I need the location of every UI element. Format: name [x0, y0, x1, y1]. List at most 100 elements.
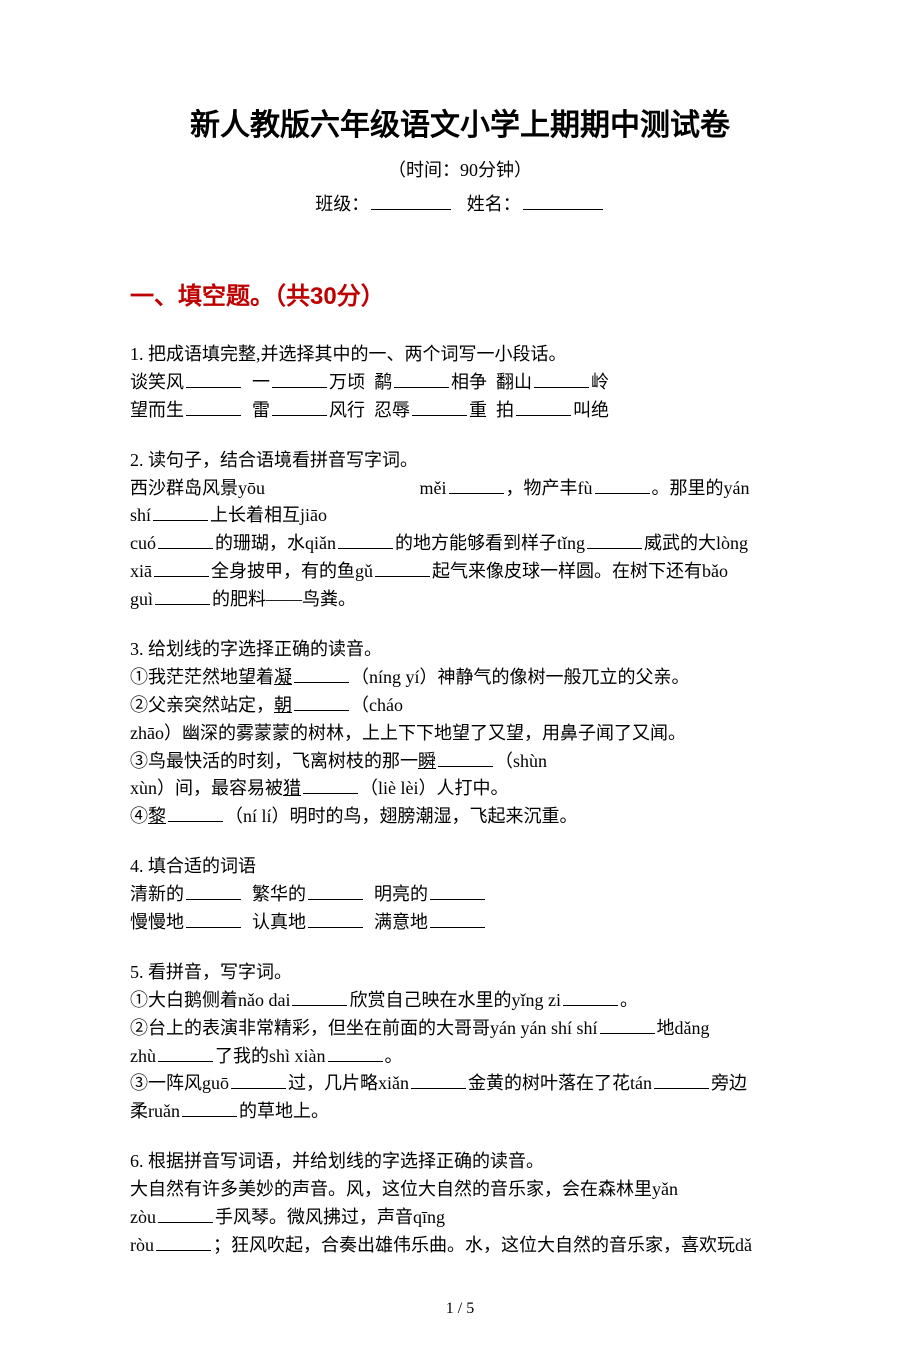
q5-l2e: 。 — [385, 1046, 403, 1066]
q2-blank[interactable] — [155, 586, 210, 605]
question-4: 4. 填合适的词语 清新的 繁华的 明亮的 慢慢地 认真地 满意地 — [130, 853, 790, 937]
q5-blank[interactable] — [231, 1070, 286, 1089]
q5-num: 5. — [130, 962, 144, 982]
q1-b1: 望而生 — [130, 400, 184, 420]
q1-blank[interactable] — [186, 369, 241, 388]
q2-blank[interactable] — [154, 558, 209, 577]
q5-l3b: 过，几片略xiǎn — [288, 1073, 409, 1093]
q3-l3d: （liè lèi）人打中。 — [360, 778, 508, 798]
q2-blank[interactable] — [587, 530, 642, 549]
q4-r2b: 认真地 — [252, 912, 306, 932]
q4-r1b: 繁华的 — [252, 884, 306, 904]
q3-l2b: （cháo — [351, 695, 403, 715]
q1-blank[interactable] — [534, 369, 589, 388]
q3-blank[interactable] — [294, 692, 349, 711]
q1-blank[interactable] — [516, 397, 571, 416]
page-number: 1 / 5 — [130, 1300, 790, 1318]
q4-blank[interactable] — [308, 881, 363, 900]
q4-r2c: 满意地 — [374, 912, 428, 932]
q1-blank[interactable] — [412, 397, 467, 416]
q3-blank[interactable] — [168, 803, 223, 822]
q6-blank[interactable] — [158, 1204, 213, 1223]
q2-t3a: shí — [130, 505, 151, 525]
q5-l3d: 旁边 — [711, 1073, 747, 1093]
question-2: 2. 读句子，结合语境看拼音写字词。 西沙群岛风景yōu měi，物产丰fù。那… — [130, 447, 790, 614]
question-5: 5. 看拼音，写字词。 ①大白鹅侧着nǎo dai欣赏自己映在水里的yǐng z… — [130, 959, 790, 1126]
q1-blank[interactable] — [186, 397, 241, 416]
q3-l1b: （níng yí）神静气的像树一般兀立的父亲。 — [351, 667, 690, 687]
q5-l1c: 。 — [620, 990, 638, 1010]
q4-blank[interactable] — [186, 909, 241, 928]
q3-l3b: （shùn — [495, 751, 547, 771]
q3-blank[interactable] — [294, 664, 349, 683]
q1-blank[interactable] — [272, 369, 327, 388]
q5-blank[interactable] — [563, 987, 618, 1006]
q5-lead: 看拼音，写字词。 — [148, 962, 292, 982]
q6-l2b: 手风琴。微风拂过，声音qīng — [215, 1207, 445, 1227]
question-1: 1. 把成语填完整,并选择其中的一、两个词写一小段话。 谈笑风 一万顷 鹬相争 … — [130, 341, 790, 425]
q6-lead: 根据拼音写词语，并给划线的字选择正确的读音。 — [148, 1151, 544, 1171]
q4-r1c: 明亮的 — [374, 884, 428, 904]
q5-blank[interactable] — [292, 987, 347, 1006]
q5-l2d: 了我的shì xiàn — [215, 1046, 326, 1066]
q2-t6a: guì — [130, 589, 153, 609]
q3-l1a: ①我茫茫然地望着 — [130, 667, 274, 687]
q5-blank[interactable] — [654, 1070, 709, 1089]
q3-num: 3. — [130, 639, 144, 659]
q4-r2a: 慢慢地 — [130, 912, 184, 932]
q1-num: 1. — [130, 344, 144, 364]
q6-l3a: ròu — [130, 1235, 154, 1255]
q6-blank[interactable] — [156, 1232, 211, 1251]
q6-l1: 大自然有许多美妙的声音。风，这位大自然的音乐家，会在森林里yǎn — [130, 1179, 678, 1199]
q3-blank[interactable] — [303, 775, 358, 794]
q2-t4a: cuó — [130, 533, 156, 553]
q2-blank[interactable] — [375, 558, 430, 577]
q5-blank[interactable] — [600, 1015, 655, 1034]
q5-l3f: 的草地上。 — [239, 1101, 329, 1121]
q5-l3e: 柔ruǎn — [130, 1101, 180, 1121]
q5-blank[interactable] — [158, 1043, 213, 1062]
q1-a2: 一 — [252, 372, 270, 392]
q5-l2c: zhù — [130, 1046, 156, 1066]
q2-t3b: 上长着相互jiāo — [210, 505, 327, 525]
q4-blank[interactable] — [308, 909, 363, 928]
q1-b4: 忍辱 — [374, 400, 410, 420]
q5-blank[interactable] — [328, 1043, 383, 1062]
q3-l3c: xùn）间，最容易被 — [130, 778, 283, 798]
name-label: 姓名： — [467, 194, 521, 214]
q6-num: 6. — [130, 1151, 144, 1171]
q1-a1: 谈笑风 — [130, 372, 184, 392]
q4-blank[interactable] — [430, 909, 485, 928]
q3-blank[interactable] — [438, 748, 493, 767]
q2-blank[interactable] — [153, 502, 208, 521]
name-blank[interactable] — [523, 191, 603, 210]
q1-b5: 重 — [469, 400, 487, 420]
q2-t4b: 的珊瑚，水qiǎn — [215, 533, 336, 553]
class-blank[interactable] — [371, 191, 451, 210]
q2-blank[interactable] — [338, 530, 393, 549]
q2-t5a: xiā — [130, 561, 152, 581]
q2-blank[interactable] — [449, 475, 504, 494]
section-1-heading: 一、填空题。（共30分） — [130, 276, 790, 311]
q2-t6b: 的肥料——鸟粪。 — [212, 589, 356, 609]
q1-blank[interactable] — [272, 397, 327, 416]
q3-lead: 给划线的字选择正确的读音。 — [148, 639, 382, 659]
q4-blank[interactable] — [186, 881, 241, 900]
q4-blank[interactable] — [430, 881, 485, 900]
q5-blank[interactable] — [182, 1098, 237, 1117]
q2-t1: 西沙群岛风景yōu — [130, 478, 265, 498]
q2-t5b: 全身披甲，有的鱼gǔ — [211, 561, 373, 581]
q3-l3u2: 猎 — [283, 778, 301, 798]
time-label: （时间：90分钟） — [130, 156, 790, 182]
q3-l2a: ②父亲突然站定， — [130, 695, 274, 715]
q2-blank[interactable] — [595, 475, 650, 494]
q5-blank[interactable] — [411, 1070, 466, 1089]
q1-b3: 风行 — [329, 400, 365, 420]
q5-l2b: 地dǎng — [657, 1018, 710, 1038]
q2-blank[interactable] — [158, 530, 213, 549]
q6-l2a: zòu — [130, 1207, 156, 1227]
q2-t2b: ，物产丰fù — [506, 478, 593, 498]
question-3: 3. 给划线的字选择正确的读音。 ①我茫茫然地望着凝（níng yí）神静气的像… — [130, 636, 790, 831]
q1-a3: 万顷 — [329, 372, 365, 392]
q1-blank[interactable] — [394, 369, 449, 388]
